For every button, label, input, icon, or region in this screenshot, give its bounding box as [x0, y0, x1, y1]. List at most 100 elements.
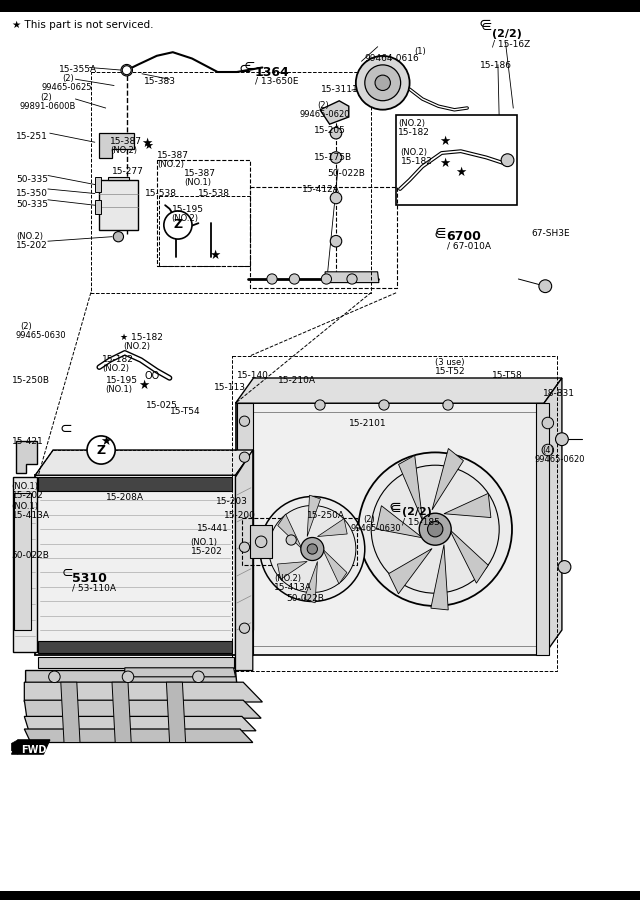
Circle shape [330, 193, 342, 203]
Text: (3 use): (3 use) [435, 358, 465, 367]
Circle shape [443, 400, 453, 410]
Circle shape [239, 623, 250, 634]
Circle shape [289, 274, 300, 284]
Text: 15-202: 15-202 [12, 491, 44, 500]
Text: (1): (1) [415, 47, 426, 56]
Text: ⊂: ⊂ [479, 16, 492, 31]
Polygon shape [61, 682, 80, 742]
Text: (NO.1): (NO.1) [191, 538, 218, 547]
Text: (NO.1): (NO.1) [184, 178, 211, 187]
Text: (NO.2): (NO.2) [274, 574, 301, 583]
Circle shape [542, 445, 554, 455]
Circle shape [558, 561, 571, 573]
Text: 15-538: 15-538 [198, 189, 230, 198]
Text: 15-182: 15-182 [401, 158, 433, 166]
Circle shape [49, 671, 60, 682]
Text: 15-T52: 15-T52 [435, 367, 466, 376]
Text: 15-200: 15-200 [224, 511, 256, 520]
Text: (NO.2): (NO.2) [110, 146, 137, 155]
Text: (2): (2) [364, 515, 375, 524]
Circle shape [260, 497, 365, 601]
Polygon shape [16, 441, 37, 472]
Text: ⊂: ⊂ [60, 421, 72, 436]
Text: 50-022B: 50-022B [328, 169, 365, 178]
Text: 15-250B: 15-250B [12, 376, 49, 385]
Text: ★: ★ [143, 141, 153, 152]
Text: 15-202: 15-202 [16, 241, 48, 250]
Polygon shape [24, 729, 253, 742]
Text: ★: ★ [439, 158, 451, 170]
Text: 15-025: 15-025 [146, 400, 178, 410]
Polygon shape [0, 0, 640, 12]
Circle shape [330, 236, 342, 247]
Text: 15-208A: 15-208A [106, 493, 143, 502]
Text: 15-538: 15-538 [145, 189, 177, 198]
Text: 15-205: 15-205 [314, 126, 346, 135]
Polygon shape [431, 544, 448, 610]
Polygon shape [236, 378, 562, 403]
Text: ⊂: ⊂ [238, 61, 251, 76]
Polygon shape [13, 477, 37, 652]
Text: (NO.2): (NO.2) [102, 364, 129, 373]
Polygon shape [112, 682, 131, 742]
Polygon shape [323, 549, 347, 584]
Polygon shape [166, 682, 186, 742]
Circle shape [419, 513, 451, 545]
Polygon shape [99, 133, 134, 158]
Text: ⊂: ⊂ [61, 566, 73, 580]
Text: 15-182: 15-182 [398, 128, 430, 137]
Text: ⊂: ⊂ [390, 501, 401, 516]
Text: 15-387: 15-387 [157, 151, 189, 160]
Text: (NO.2): (NO.2) [16, 232, 43, 241]
Polygon shape [236, 450, 253, 655]
Text: 15-186: 15-186 [480, 61, 512, 70]
Text: ★ This part is not serviced.: ★ This part is not serviced. [12, 20, 154, 30]
Polygon shape [399, 455, 422, 520]
Text: 99465-0630: 99465-0630 [351, 524, 401, 533]
Text: 99464-0616: 99464-0616 [365, 54, 420, 63]
Polygon shape [38, 641, 232, 653]
Text: (2): (2) [63, 74, 74, 83]
Polygon shape [304, 562, 317, 603]
Text: (NO.1): (NO.1) [12, 482, 38, 490]
Text: 6700: 6700 [447, 230, 481, 243]
Circle shape [286, 535, 296, 545]
Polygon shape [38, 477, 232, 490]
Polygon shape [35, 450, 253, 475]
Polygon shape [325, 272, 379, 283]
Text: ⊂: ⊂ [244, 58, 255, 73]
Circle shape [269, 506, 356, 592]
Text: 18-831: 18-831 [543, 389, 575, 398]
Text: 15-413A: 15-413A [12, 511, 49, 520]
Circle shape [371, 465, 499, 593]
Polygon shape [12, 740, 18, 754]
Polygon shape [26, 670, 237, 684]
Text: (2): (2) [40, 93, 52, 102]
Text: / 53-110A: / 53-110A [72, 583, 116, 592]
Polygon shape [38, 657, 234, 668]
Text: 15-412A: 15-412A [302, 184, 340, 194]
Polygon shape [388, 548, 432, 594]
Text: 15-175B: 15-175B [314, 153, 352, 162]
Text: OO: OO [145, 371, 160, 382]
Polygon shape [99, 180, 138, 230]
Circle shape [379, 400, 389, 410]
Circle shape [315, 400, 325, 410]
Text: Z: Z [173, 219, 182, 231]
Circle shape [330, 128, 342, 139]
Polygon shape [12, 740, 50, 754]
Circle shape [113, 231, 124, 242]
Text: 15-T58: 15-T58 [492, 371, 522, 380]
Text: 50-022B: 50-022B [287, 594, 324, 603]
Polygon shape [449, 529, 488, 583]
Text: ★: ★ [209, 249, 220, 262]
Circle shape [307, 544, 317, 554]
Circle shape [375, 75, 390, 91]
Circle shape [356, 56, 410, 110]
Circle shape [542, 418, 554, 428]
Text: 67-SH3E: 67-SH3E [531, 230, 570, 238]
Text: ⊂: ⊂ [435, 225, 446, 239]
Polygon shape [307, 495, 321, 536]
Text: 15-441: 15-441 [197, 524, 229, 533]
Text: 15-251: 15-251 [16, 132, 48, 141]
